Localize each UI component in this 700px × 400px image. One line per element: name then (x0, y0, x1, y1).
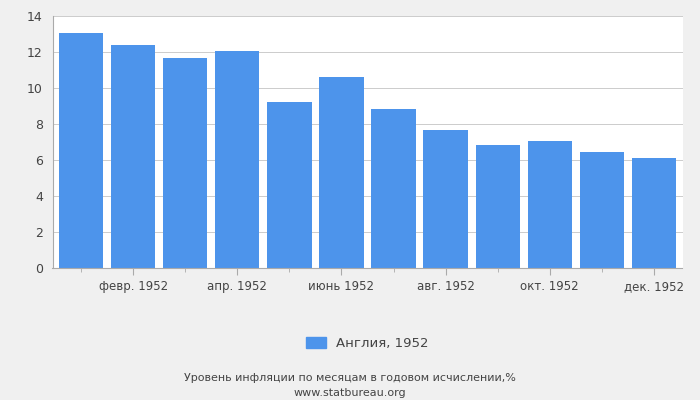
Bar (372, 109, 416, 268)
Bar (267, 102, 312, 268)
Bar (59, 33, 104, 268)
Bar (475, 145, 520, 268)
Bar (424, 130, 468, 268)
Bar (215, 51, 260, 268)
Bar (631, 158, 676, 268)
Text: www.statbureau.org: www.statbureau.org (294, 388, 406, 398)
Bar (111, 45, 155, 268)
Legend: Англия, 1952: Англия, 1952 (300, 330, 435, 357)
Bar (319, 77, 363, 268)
Bar (528, 141, 572, 268)
Text: Уровень инфляции по месяцам в годовом исчислении,%: Уровень инфляции по месяцам в годовом ис… (184, 373, 516, 383)
Bar (163, 58, 207, 268)
Bar (580, 152, 624, 268)
